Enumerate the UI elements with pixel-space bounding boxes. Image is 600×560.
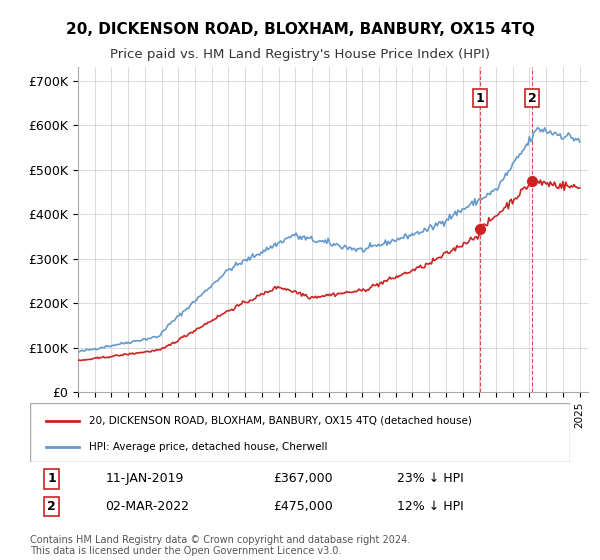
Text: 12% ↓ HPI: 12% ↓ HPI: [397, 500, 464, 513]
Text: 2: 2: [528, 92, 536, 105]
Text: Contains HM Land Registry data © Crown copyright and database right 2024.
This d: Contains HM Land Registry data © Crown c…: [30, 535, 410, 557]
Text: 1: 1: [47, 473, 56, 486]
FancyBboxPatch shape: [30, 403, 570, 462]
Text: 20, DICKENSON ROAD, BLOXHAM, BANBURY, OX15 4TQ (detached house): 20, DICKENSON ROAD, BLOXHAM, BANBURY, OX…: [89, 416, 472, 426]
Text: 11-JAN-2019: 11-JAN-2019: [106, 473, 184, 486]
Text: 1: 1: [475, 92, 484, 105]
Text: HPI: Average price, detached house, Cherwell: HPI: Average price, detached house, Cher…: [89, 442, 328, 452]
Text: £475,000: £475,000: [273, 500, 333, 513]
Text: 02-MAR-2022: 02-MAR-2022: [106, 500, 190, 513]
Text: 23% ↓ HPI: 23% ↓ HPI: [397, 473, 464, 486]
Text: £367,000: £367,000: [273, 473, 332, 486]
Text: 20, DICKENSON ROAD, BLOXHAM, BANBURY, OX15 4TQ: 20, DICKENSON ROAD, BLOXHAM, BANBURY, OX…: [65, 22, 535, 38]
Text: Price paid vs. HM Land Registry's House Price Index (HPI): Price paid vs. HM Land Registry's House …: [110, 48, 490, 60]
Text: 2: 2: [47, 500, 56, 513]
